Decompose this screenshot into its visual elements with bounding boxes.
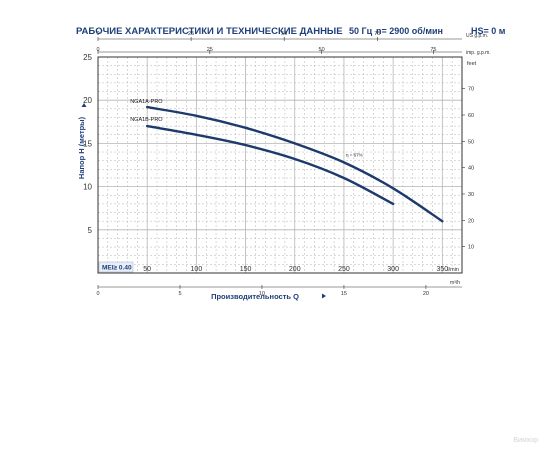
top-axis-tick-label: 25 [207, 47, 213, 53]
watermark: Вимхор [513, 437, 538, 444]
right-tick-label: 60 [468, 113, 474, 119]
x-tick-label: 300 [387, 266, 399, 273]
y-tick-label: 5 [88, 226, 93, 235]
top-axis-tick-label: 0 [96, 47, 99, 53]
mei-label: MEI≥ 0.40 [102, 265, 132, 272]
series-line-nga1b-pro [146, 124, 395, 206]
x-tick-label: 200 [289, 266, 301, 273]
y-tick-label: 20 [83, 96, 92, 105]
right-tick-label: 20 [468, 218, 474, 224]
right-tick-label: 30 [468, 192, 474, 198]
bottom-axis-tick-label: 0 [96, 291, 99, 297]
x-tick-label: 350 [436, 266, 448, 273]
y-tick-label: 10 [83, 183, 92, 192]
right-tick-label: 40 [468, 166, 474, 172]
y-tick-label: 25 [83, 53, 92, 62]
y-axis-arrow [81, 103, 87, 107]
series-label-nga1a-pro: NGA1A-PRO [130, 99, 163, 105]
x-axis-arrow [322, 293, 326, 299]
top-axis-tick-label: 25 [188, 31, 194, 37]
series-line-nga1a-pro [146, 105, 444, 223]
right-tick-label: 70 [468, 87, 474, 93]
plot-frame [97, 56, 463, 274]
suction-height-label: HS= 0 м [471, 26, 506, 36]
right-unit-label: feet [467, 61, 477, 67]
bottom-axis-unit: m³/h [450, 280, 460, 286]
x-axis-title: Производительность Q [211, 292, 299, 301]
x-unit-label: l/min [447, 267, 459, 273]
y-tick-label: 15 [83, 139, 92, 148]
x-tick-label: 50 [143, 266, 151, 273]
y-axis-title: Напор H (метры) [77, 116, 86, 179]
right-tick-label: 10 [468, 245, 474, 251]
bottom-axis-tick-label: 5 [178, 291, 181, 297]
series-label-nga1b-pro: NGA1B-PRO [130, 117, 163, 123]
top-axis-unit: US g.p.m. [466, 33, 488, 39]
efficiency-annotation: η = 67% [346, 153, 363, 158]
x-tick-label: 150 [240, 266, 252, 273]
top-axis-unit: imp. g.p.m. [466, 50, 491, 56]
top-axis-tick-label: 75 [430, 47, 436, 53]
top-axis-tick-label: 75 [374, 31, 380, 37]
x-tick-label: 100 [191, 266, 203, 273]
top-axis-tick-label: 50 [281, 31, 287, 37]
right-tick-label: 50 [468, 139, 474, 145]
bottom-axis-tick-label: 15 [341, 291, 347, 297]
mei-box [98, 261, 134, 273]
top-axis-tick-label: 50 [319, 47, 325, 53]
bottom-axis-tick-label: 20 [423, 291, 429, 297]
bottom-axis-tick-label: 10 [259, 291, 265, 297]
frequency-label: 50 Гц [349, 26, 373, 36]
x-tick-label: 250 [338, 266, 350, 273]
chart-title: РАБОЧИЕ ХАРАКТЕРИСТИКИ И ТЕХНИЧЕСКИЕ ДАН… [76, 26, 343, 37]
speed-label: n= 2900 об/мин [376, 26, 443, 36]
top-axis-tick-label: 0 [96, 31, 99, 37]
